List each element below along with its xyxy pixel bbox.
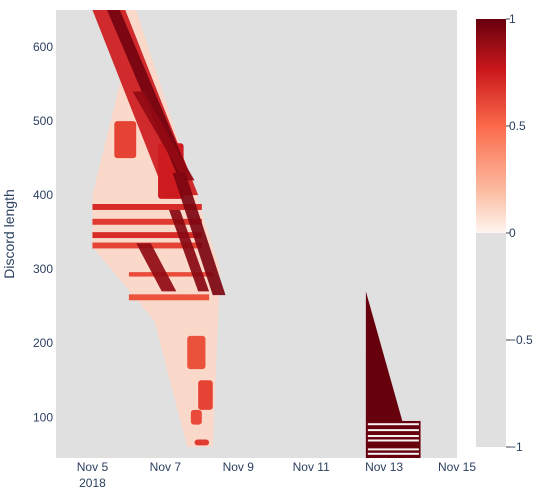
- y-tick-label-4: 500: [33, 114, 53, 128]
- heatmap-band-5: [169, 209, 210, 292]
- heatmap-cells: [92, 10, 421, 458]
- colorbar-bar: [476, 19, 506, 447]
- y-tick-label-0: 100: [33, 410, 53, 424]
- x-tick-label-2: Nov 9: [223, 460, 255, 474]
- y-tick-label-1: 200: [33, 336, 53, 350]
- heatmap-band-1: [107, 10, 190, 173]
- x-tick-label-5: Nov 15: [438, 460, 476, 474]
- heatmap-band-3: [172, 172, 226, 296]
- y-axis-title: Discord length: [1, 189, 17, 279]
- y-tick-label-2: 300: [33, 262, 53, 276]
- heatmap-gap-3: [367, 439, 419, 442]
- heatmap-blob-1: [114, 121, 137, 159]
- heatmap-gap-4: [367, 448, 419, 451]
- x-tick-year: 2018: [79, 476, 106, 490]
- heatmap-blob-3: [190, 409, 202, 425]
- x-tick-label-0: Nov 5: [77, 460, 109, 474]
- colorbar-tick-label-0: 1: [509, 12, 516, 26]
- heatmap-blob-2: [198, 380, 213, 410]
- x-tick-label-1: Nov 7: [150, 460, 182, 474]
- heatmap-stripe-5: [128, 294, 210, 301]
- heatmap-blob-5: [194, 439, 210, 446]
- heatmap-gap-5: [367, 452, 419, 455]
- heatmap-stripe-4: [128, 272, 213, 277]
- colorbar-tick-label-2: 0: [509, 226, 516, 240]
- heatmap-gap-2: [367, 435, 419, 438]
- heatmap-triangle: [365, 291, 403, 421]
- colorbar-tick-label-1: 0.5: [509, 119, 526, 133]
- x-axis-ticks: Nov 5 Nov 7 Nov 9 Nov 11 Nov 13 Nov 15 2018: [77, 460, 477, 490]
- y-tick-label-5: 600: [33, 40, 53, 54]
- heatmap-band-4: [136, 243, 177, 292]
- colorbar: 1 0.5 0 −0.5 −1: [476, 12, 533, 454]
- heatmap-band-2: [132, 91, 195, 181]
- heatmap-stripe-0: [92, 204, 202, 210]
- heatmap-gap-1: [367, 429, 419, 432]
- heatmap-stripe-1: [92, 218, 202, 225]
- heatmap-stripe-2: [92, 232, 202, 239]
- heatmap-blob-4: [187, 335, 206, 370]
- colorbar-tick-label-3: −0.5: [509, 333, 533, 347]
- heatmap-clipped-group: [92, 10, 421, 458]
- y-tick-label-3: 400: [33, 188, 53, 202]
- colorbar-tick-label-4: −1: [509, 440, 523, 454]
- heatmap-gap-0: [367, 423, 419, 426]
- y-axis-ticks: 100 200 300 400 500 600: [33, 40, 53, 424]
- x-tick-label-3: Nov 11: [293, 460, 330, 474]
- x-tick-label-4: Nov 13: [365, 460, 403, 474]
